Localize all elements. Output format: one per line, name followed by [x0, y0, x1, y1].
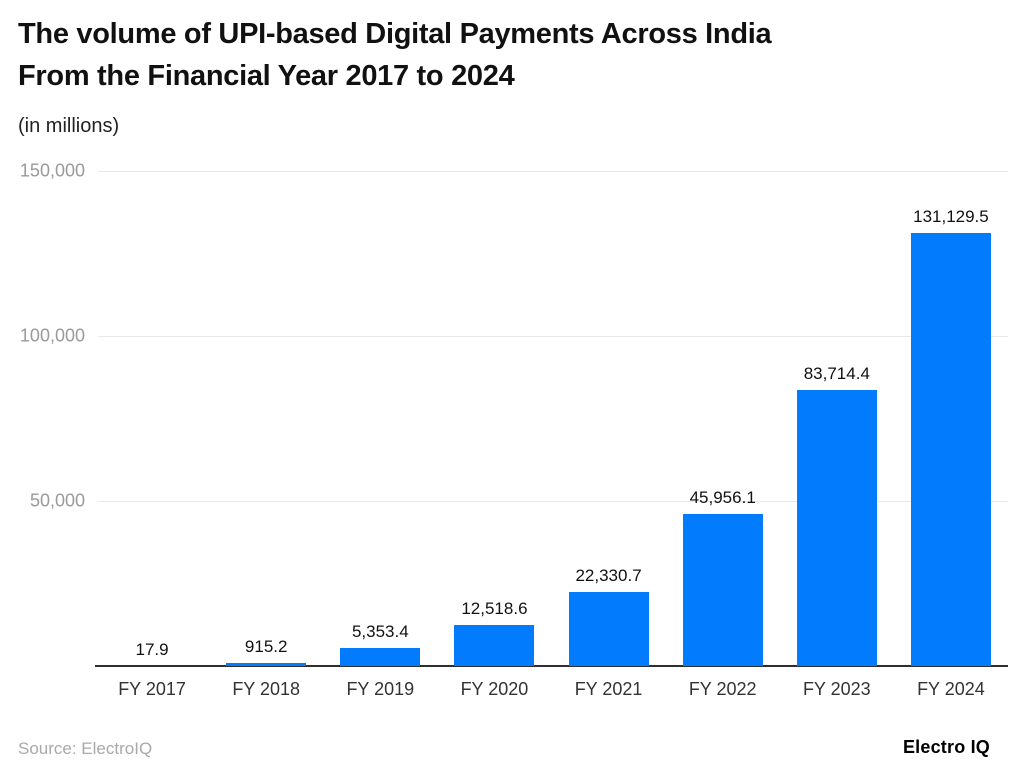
- bar-value-label: 12,518.6: [461, 598, 528, 618]
- chart-subtitle: (in millions): [18, 115, 120, 137]
- bar-fy-2021: [568, 592, 649, 666]
- chart-slot-fy-2019: 5,353.4 FY 2019: [323, 171, 437, 699]
- x-tick-label: FY 2021: [574, 679, 643, 699]
- y-tick-label: 150,000: [19, 160, 85, 181]
- bar-value-label: 5,353.4: [351, 622, 409, 642]
- x-tick-label: FY 2023: [802, 679, 871, 699]
- gridline-150,000: [98, 171, 1008, 172]
- y-axis: 150,000 100,000 50,000: [0, 161, 85, 666]
- chart-slot-fy-2018: 915.2 FY 2018: [209, 171, 323, 699]
- chart-slot-fy-2023: 83,714.4 FY 2023: [780, 171, 894, 699]
- x-tick-label: FY 2020: [460, 679, 529, 699]
- chart-slot-fy-2020: 12,518.6 FY 2020: [437, 171, 551, 699]
- chart-slot-fy-2022: 45,956.1 FY 2022: [666, 171, 780, 699]
- x-tick-label: FY 2024: [917, 679, 985, 699]
- brand-logo: Electro IQ: [902, 737, 990, 757]
- x-tick-label: FY 2017: [118, 679, 186, 699]
- bar-value-label: 915.2: [244, 636, 288, 656]
- x-tick-label: FY 2018: [232, 679, 301, 699]
- bar-value-label: 45,956.1: [689, 488, 756, 508]
- x-tick-label: FY 2022: [688, 679, 757, 699]
- x-axis-line: [95, 665, 1008, 667]
- bar-value-label: 131,129.5: [913, 207, 989, 227]
- x-tick-label: FY 2019: [346, 679, 415, 699]
- chart-title-line-2: From the Financial Year 2017 to 2024: [18, 60, 515, 92]
- bar-fy-2020: [454, 624, 535, 666]
- bar-value-label: 17.9: [135, 639, 169, 659]
- y-tick-label: 100,000: [19, 325, 85, 346]
- chart-slot-fy-2017: 17.9 FY 2017: [95, 171, 209, 699]
- bar-fy-2018: [226, 662, 307, 666]
- bar-fy-2022: [682, 514, 763, 666]
- chart-title-line-1: The volume of UPI-based Digital Payments…: [18, 18, 772, 50]
- source-note: Source: ElectroIQ: [18, 739, 153, 758]
- gridline-100,000: [98, 336, 1008, 337]
- y-tick-label: 50,000: [29, 490, 85, 511]
- chart-slot-fy-2024: 131,129.5 FY 2024: [894, 171, 1008, 699]
- bar-fy-2023: [796, 389, 877, 666]
- chart-title: The volume of UPI-based Digital Payments…: [18, 13, 978, 97]
- bar-value-label: 83,714.4: [803, 363, 870, 383]
- bar-fy-2019: [340, 648, 421, 666]
- gridline-50,000: [98, 501, 1008, 502]
- plot-area: 17.9 FY 2017 915.2 FY 2018 5,353.4 FY 2019 12,…: [95, 171, 1008, 699]
- bar-fy-2024: [910, 233, 991, 666]
- bar-value-label: 22,330.7: [575, 566, 642, 586]
- chart-slot-fy-2021: 22,330.7 FY 2021: [552, 171, 666, 699]
